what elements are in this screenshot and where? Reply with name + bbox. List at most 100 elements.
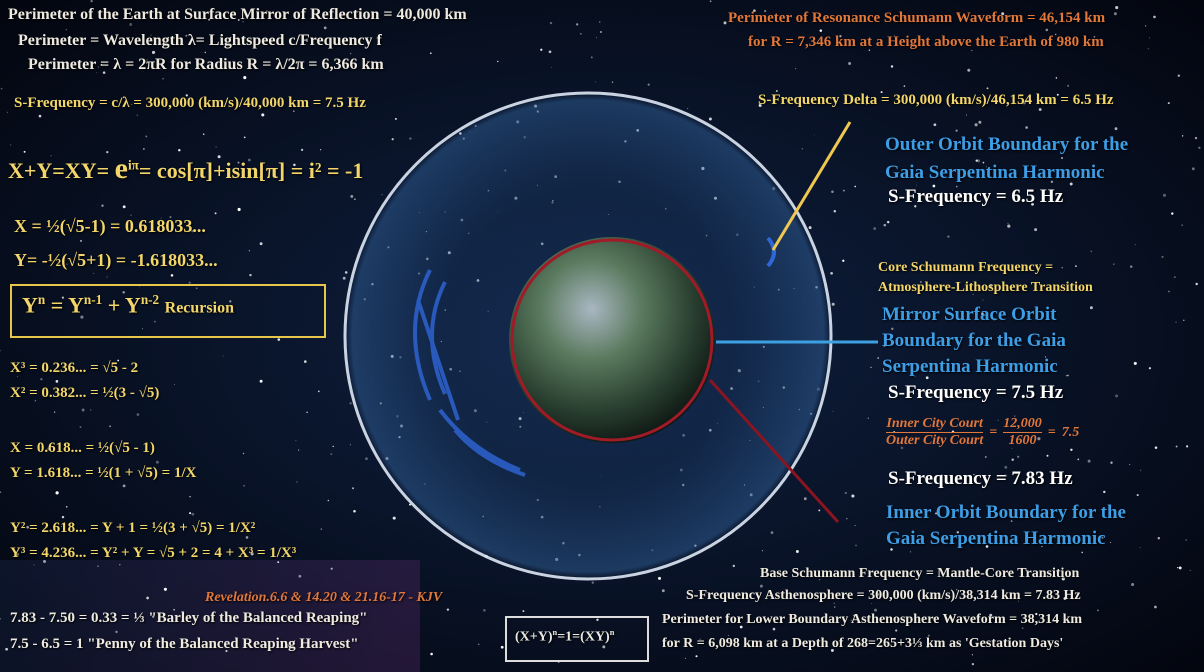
star xyxy=(832,410,834,412)
star xyxy=(1090,250,1093,253)
power-line: X³ = 0.236... = √5 - 2 xyxy=(10,360,139,376)
star xyxy=(185,34,188,37)
star xyxy=(1021,627,1024,630)
euler-rhs: = cos[π]+isin[π] = i² = -1 xyxy=(138,158,364,183)
star xyxy=(143,148,145,150)
star xyxy=(891,327,894,331)
star xyxy=(1031,202,1034,206)
star xyxy=(1001,12,1005,16)
star xyxy=(119,563,121,566)
star xyxy=(354,198,356,201)
star xyxy=(208,18,210,21)
star xyxy=(79,426,82,428)
star xyxy=(342,276,346,280)
core-line: Atmosphere-Lithosphere Transition xyxy=(878,280,1093,295)
star xyxy=(151,615,155,618)
star xyxy=(1110,461,1113,464)
star xyxy=(98,66,100,68)
star xyxy=(883,344,886,348)
star xyxy=(1177,566,1179,569)
resonance-line: for R = 7,346 km at a Height above the E… xyxy=(748,34,1104,50)
court-ratio: Inner City Court Outer City Court = 12,00… xyxy=(886,416,1079,449)
star xyxy=(914,205,917,208)
star xyxy=(966,114,967,116)
scripture: Revelation.6.6 & 14.20 & 21.16-17 - KJV xyxy=(205,590,443,605)
star xyxy=(237,19,240,21)
inner-orbit-ring xyxy=(510,238,714,442)
star xyxy=(298,449,300,451)
star xyxy=(1194,136,1198,140)
recursion-formula: Yn = Yn-1 + Yn-2 Recursion xyxy=(22,292,234,318)
star xyxy=(293,163,296,167)
star xyxy=(870,366,872,369)
star xyxy=(661,589,665,593)
star xyxy=(1115,6,1119,10)
star xyxy=(1056,93,1059,96)
star xyxy=(349,444,351,446)
star xyxy=(850,619,853,622)
star xyxy=(1134,244,1136,246)
star xyxy=(266,10,268,12)
star xyxy=(956,589,958,591)
star xyxy=(611,81,614,83)
operator: = xyxy=(1047,424,1056,440)
star xyxy=(933,123,937,127)
star xyxy=(975,159,978,162)
star xyxy=(932,184,936,188)
operator: = xyxy=(989,424,998,440)
star xyxy=(1041,545,1043,548)
star xyxy=(237,161,240,164)
star xyxy=(1065,375,1067,377)
inner-orbit: Inner Orbit Boundary for the xyxy=(886,502,1126,523)
star xyxy=(868,49,871,51)
star xyxy=(202,133,205,135)
star xyxy=(349,402,352,405)
star xyxy=(727,634,730,637)
star xyxy=(189,495,191,498)
euler-lhs: X+Y=XY= xyxy=(8,158,110,183)
header-line: Perimeter = Wavelength λ= Lightspeed c/F… xyxy=(18,32,382,49)
outer-orbit: Outer Orbit Boundary for the xyxy=(885,134,1129,155)
star xyxy=(237,207,241,212)
star xyxy=(1148,367,1152,370)
star xyxy=(1173,276,1176,279)
star xyxy=(986,166,987,168)
star xyxy=(813,134,815,136)
outer-orbit-ring xyxy=(343,91,833,581)
star xyxy=(844,491,847,495)
star xyxy=(142,328,143,330)
star xyxy=(323,26,327,30)
star xyxy=(1168,290,1170,293)
star xyxy=(248,250,250,252)
star xyxy=(1178,566,1182,570)
star xyxy=(61,296,64,299)
star xyxy=(596,37,598,39)
star xyxy=(959,516,961,518)
star xyxy=(150,34,152,36)
star xyxy=(1161,255,1164,258)
base-line: Perimeter for Lower Boundary Asthenosphe… xyxy=(662,612,1083,627)
star xyxy=(877,589,879,591)
star xyxy=(190,229,194,233)
star xyxy=(191,512,195,516)
star xyxy=(1093,36,1096,38)
star xyxy=(43,560,46,563)
star xyxy=(1097,609,1099,612)
star xyxy=(580,33,582,35)
star xyxy=(808,226,812,230)
star xyxy=(1061,157,1063,159)
star xyxy=(1177,74,1180,77)
star xyxy=(600,31,602,33)
star xyxy=(33,564,35,566)
star xyxy=(1185,445,1189,448)
star xyxy=(90,0,93,3)
star xyxy=(117,359,120,362)
star xyxy=(602,645,606,649)
star xyxy=(153,320,156,323)
star xyxy=(594,81,596,83)
star xyxy=(599,21,601,23)
star xyxy=(81,408,85,412)
star xyxy=(732,564,735,568)
